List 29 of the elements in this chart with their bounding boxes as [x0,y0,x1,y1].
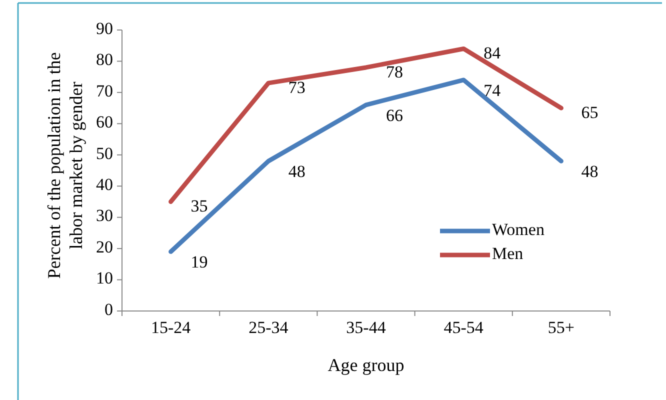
data-label: 74 [484,80,502,100]
y-tick-label: 40 [96,175,113,194]
x-axis-title: Age group [328,355,404,375]
y-tick-label: 90 [96,18,113,38]
y-tick-label: 50 [96,144,113,163]
legend-label: Men [492,244,524,263]
y-tick-label: 30 [96,206,113,226]
legend-label: Women [492,220,545,239]
x-tick-label: 45-54 [444,318,484,337]
x-tick-label: 25-34 [248,318,289,337]
data-label: 73 [288,78,306,97]
y-tick-label: 80 [96,50,113,70]
y-tick-label: 60 [96,112,113,132]
x-tick-label: 55+ [548,318,574,337]
data-label: 19 [190,252,208,272]
x-tick-label: 35-44 [346,318,386,337]
data-label: 48 [288,162,306,182]
data-label: 84 [484,44,502,63]
data-label: 66 [386,106,403,125]
y-tick-label: 20 [96,237,113,256]
data-label: 35 [190,196,208,216]
data-label: 78 [386,62,403,82]
data-label: 48 [581,162,598,182]
y-tick-label: 10 [96,268,113,288]
y-tick-label: 70 [96,81,113,100]
x-tick-label: 15-24 [150,318,192,337]
y-tick-label: 0 [104,300,113,319]
y-axis-title: Percent of the population in the labor market by gender [44,52,86,279]
data-label: 65 [581,102,598,122]
